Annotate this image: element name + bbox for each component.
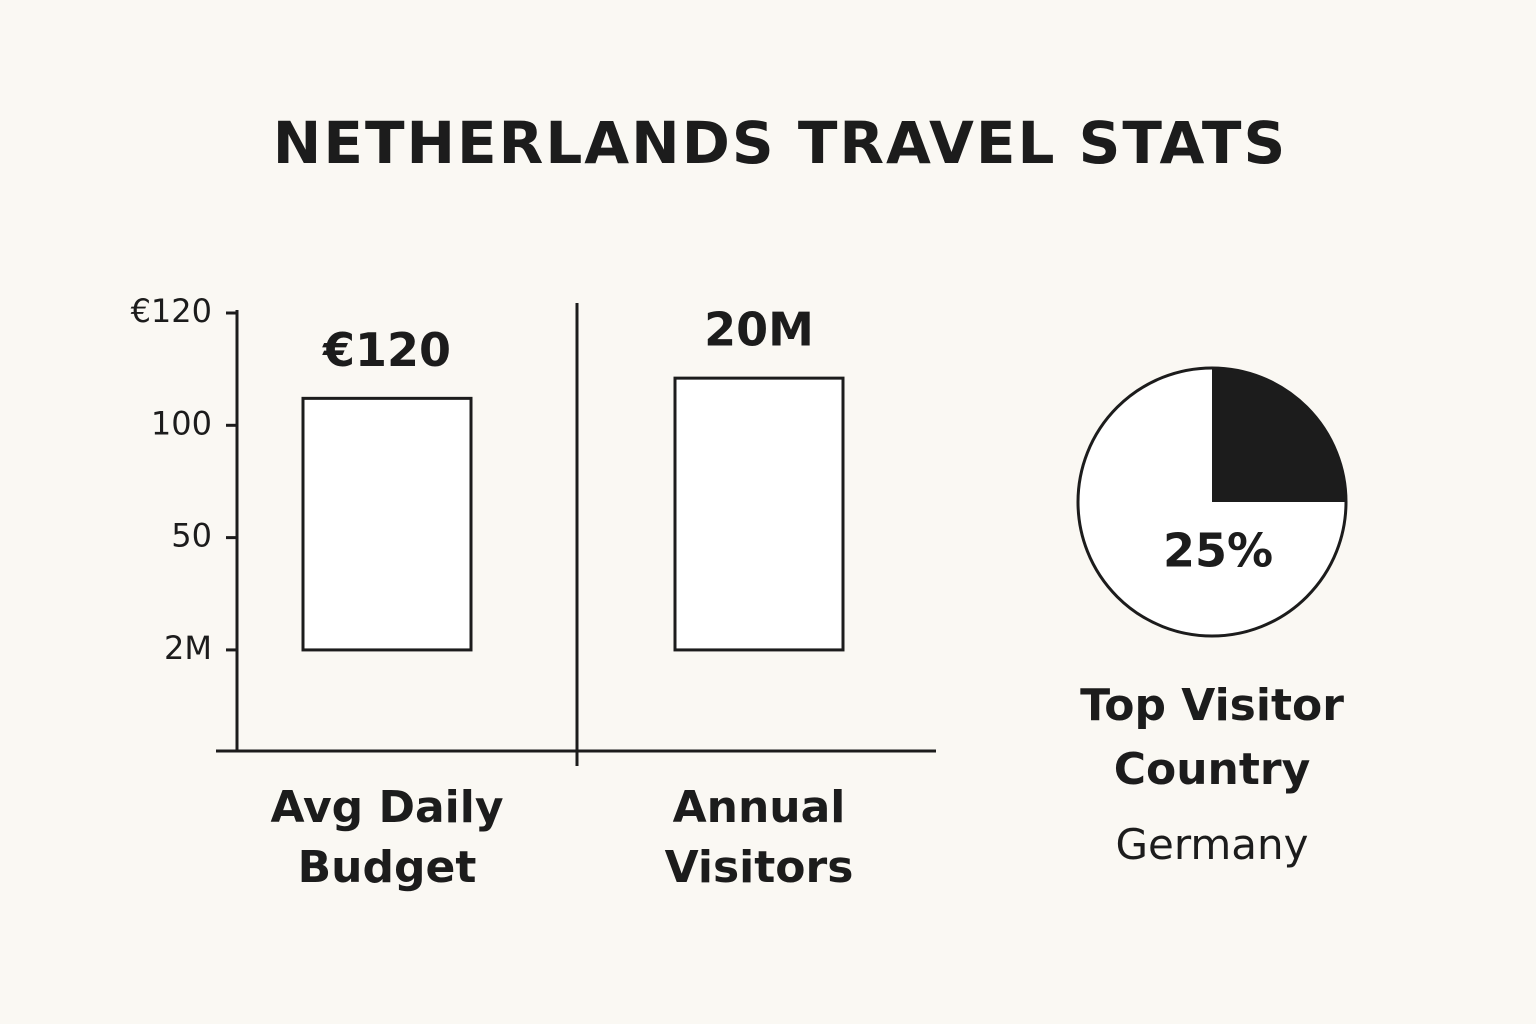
pie-label: 25% bbox=[1163, 524, 1273, 578]
y-tick-label: €120 bbox=[131, 292, 212, 330]
x-tick-label: Avg Daily Budget bbox=[270, 782, 504, 893]
pie-subtitle: Germany bbox=[1115, 820, 1309, 869]
pie-outline bbox=[1076, 366, 1348, 638]
bar-annotation: 20M bbox=[704, 303, 814, 357]
pie-title: Top Visitor Country bbox=[1080, 680, 1344, 795]
y-tick-label: 2M bbox=[164, 629, 212, 667]
y-tick-label: 50 bbox=[171, 517, 212, 555]
bar bbox=[301, 396, 473, 652]
pie-slice bbox=[1212, 368, 1346, 502]
y-tick-label: 100 bbox=[151, 404, 212, 442]
bar bbox=[673, 376, 845, 652]
bar-annotation: €120 bbox=[322, 323, 451, 377]
chart-title: NETHERLANDS TRAVEL STATS bbox=[273, 109, 1287, 177]
x-tick-label: Annual Visitors bbox=[664, 782, 854, 893]
